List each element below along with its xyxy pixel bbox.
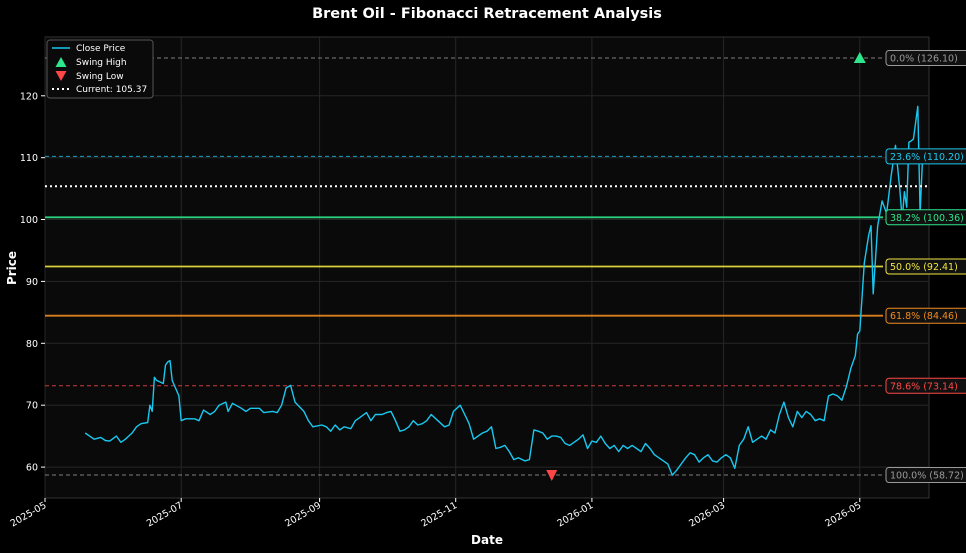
grid xyxy=(44,37,929,498)
y-tick-label-3: 90 xyxy=(26,277,38,288)
fib-label-box-6 xyxy=(885,467,966,483)
legend-current-label: Current: 105.37 xyxy=(76,85,147,95)
fib-label-2: 38.2% (100.36) xyxy=(890,213,964,224)
legend-box xyxy=(46,39,154,99)
x-axis-label: Date xyxy=(471,533,503,547)
chart-title: Brent Oil - Fibonacci Retracement Analys… xyxy=(312,6,662,22)
fib-label-box-3 xyxy=(885,258,966,275)
y-tick-label-2: 80 xyxy=(26,339,38,350)
swing-low-marker xyxy=(546,469,558,481)
fib-label-6: 100.0% (58.72) xyxy=(890,471,964,482)
fibonacci-levels xyxy=(45,57,883,476)
y-tick-label-1: 70 xyxy=(26,401,38,412)
fib-label-box-5 xyxy=(885,377,966,394)
fibonacci-level-labels: 0.0% (126.10) 23.6% (110.20) 38.2% (100.36… xyxy=(885,50,966,483)
legend-swing-low-swatch xyxy=(55,71,67,81)
fib-label-box-0 xyxy=(885,50,966,66)
y-tick-label-6: 120 xyxy=(20,91,38,102)
fib-label-1: 23.6% (110.20) xyxy=(890,152,964,163)
legend-close-label: Close Price xyxy=(76,44,126,54)
fib-label-box-1 xyxy=(885,148,966,165)
legend: Close Price Swing High Swing Low Current… xyxy=(46,39,154,99)
y-tick-label-0: 60 xyxy=(26,463,38,474)
y-axis-label: Price xyxy=(5,251,19,285)
plot-area xyxy=(44,36,930,499)
fib-label-box-4 xyxy=(885,307,966,324)
legend-swing-high-label: Swing High xyxy=(76,58,127,68)
swing-high-marker xyxy=(853,52,866,64)
fib-label-5: 78.6% (73.14) xyxy=(890,381,958,392)
fib-label-box-2 xyxy=(885,209,966,226)
close-price-line xyxy=(84,105,928,476)
legend-swing-low-label: Swing Low xyxy=(76,72,124,82)
fib-label-4: 61.8% (84.46) xyxy=(890,311,958,322)
legend-swing-high-swatch xyxy=(55,57,67,67)
y-tick-label-5: 110 xyxy=(20,153,38,164)
fib-label-3: 50.0% (92.41) xyxy=(890,262,958,273)
fib-label-0: 0.0% (126.10) xyxy=(890,54,958,65)
y-axis: 60 70 80 90 100 110 120 xyxy=(20,91,45,474)
y-tick-label-4: 100 xyxy=(20,215,38,226)
